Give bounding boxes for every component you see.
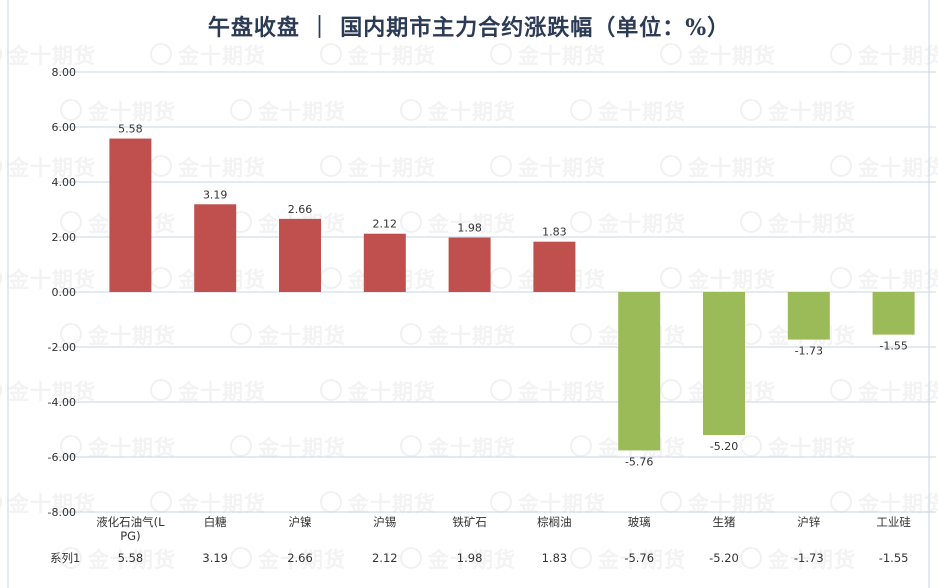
data-table-value: 2.12 bbox=[372, 551, 398, 565]
bar bbox=[448, 237, 491, 292]
chart-title: 午盘收盘 ｜ 国内期市主力合约涨跌幅（单位：%） bbox=[207, 15, 731, 41]
data-table: 5.58 3.19 2.66 2.12 1.98 1.83 -5.76 -5.20 -1.73 -… bbox=[50, 551, 908, 565]
bar bbox=[787, 292, 830, 340]
bar bbox=[533, 241, 576, 292]
data-label: -1.55 bbox=[879, 340, 907, 353]
data-table-value: -5.20 bbox=[709, 551, 739, 565]
data-label: 2.66 bbox=[288, 203, 313, 216]
y-tick-label: 4.00 bbox=[52, 176, 77, 189]
data-table-value: 1.98 bbox=[457, 551, 483, 565]
x-tick-label: 生猪 bbox=[713, 515, 736, 529]
data-table-value: 2.66 bbox=[287, 551, 313, 565]
x-tick-label: 玻璃 bbox=[628, 515, 651, 529]
data-table-value: -5.76 bbox=[624, 551, 654, 565]
y-tick-label: 2.00 bbox=[52, 231, 77, 244]
y-axis: 8.00 6.00 4.00 2.00 0.00 -2.00 -4.00 -6.00 -8.00 bbox=[48, 66, 76, 519]
data-label: 1.98 bbox=[457, 222, 482, 235]
y-tick-label: -8.00 bbox=[48, 506, 76, 519]
bar bbox=[872, 292, 915, 335]
x-tick-label: 棕榈油 bbox=[537, 515, 572, 529]
data-label: 2.12 bbox=[373, 218, 398, 231]
data-label: 5.58 bbox=[118, 123, 143, 136]
bar bbox=[194, 204, 237, 292]
x-tick-label: 沪锡 bbox=[373, 515, 396, 529]
bar bbox=[279, 218, 321, 292]
y-tick-label: 8.00 bbox=[52, 66, 77, 79]
y-tick-label: -6.00 bbox=[48, 451, 76, 464]
x-axis-labels: 液化石油气(LPG) 白糖 沪镍 沪锡 铁矿石 棕榈油 玻璃 生猪 沪锌 工业硅 bbox=[96, 515, 911, 543]
x-tick-label: 铁矿石 bbox=[452, 515, 487, 529]
data-label: -5.76 bbox=[625, 455, 653, 468]
y-tick-label: -2.00 bbox=[48, 341, 76, 354]
bar bbox=[703, 292, 745, 435]
data-table-value: -1.73 bbox=[794, 551, 824, 565]
data-table-value: 1.83 bbox=[542, 551, 568, 565]
x-tick-label: 沪锌 bbox=[797, 515, 820, 529]
data-label: 1.83 bbox=[542, 226, 567, 239]
bar bbox=[618, 292, 661, 451]
y-tick-label: -4.00 bbox=[48, 396, 76, 409]
bar bbox=[109, 138, 152, 292]
y-tick-label: 6.00 bbox=[52, 121, 77, 134]
x-tick-label: 工业硅 bbox=[876, 515, 911, 529]
bars bbox=[109, 138, 915, 451]
data-table-value: 3.19 bbox=[202, 551, 228, 565]
x-tick-label: 白糖 bbox=[204, 515, 227, 529]
x-tick-label: 液化石油气(L bbox=[96, 515, 165, 529]
bar bbox=[363, 233, 406, 292]
x-tick-label: PG) bbox=[120, 529, 140, 543]
y-tick-label: 0.00 bbox=[52, 286, 77, 299]
value-labels: 5.58 3.19 2.66 2.12 1.98 1.83 -5.76 -5.20 -1.73 -… bbox=[118, 123, 908, 469]
x-tick-label: 沪镍 bbox=[289, 515, 312, 529]
data-label: -1.73 bbox=[795, 345, 823, 358]
data-label: 3.19 bbox=[203, 188, 228, 201]
data-table-series-name: 系列1 bbox=[50, 551, 80, 565]
data-table-value: 5.58 bbox=[118, 551, 144, 565]
data-table-value: -1.55 bbox=[879, 551, 909, 565]
data-label: -5.20 bbox=[710, 440, 738, 453]
